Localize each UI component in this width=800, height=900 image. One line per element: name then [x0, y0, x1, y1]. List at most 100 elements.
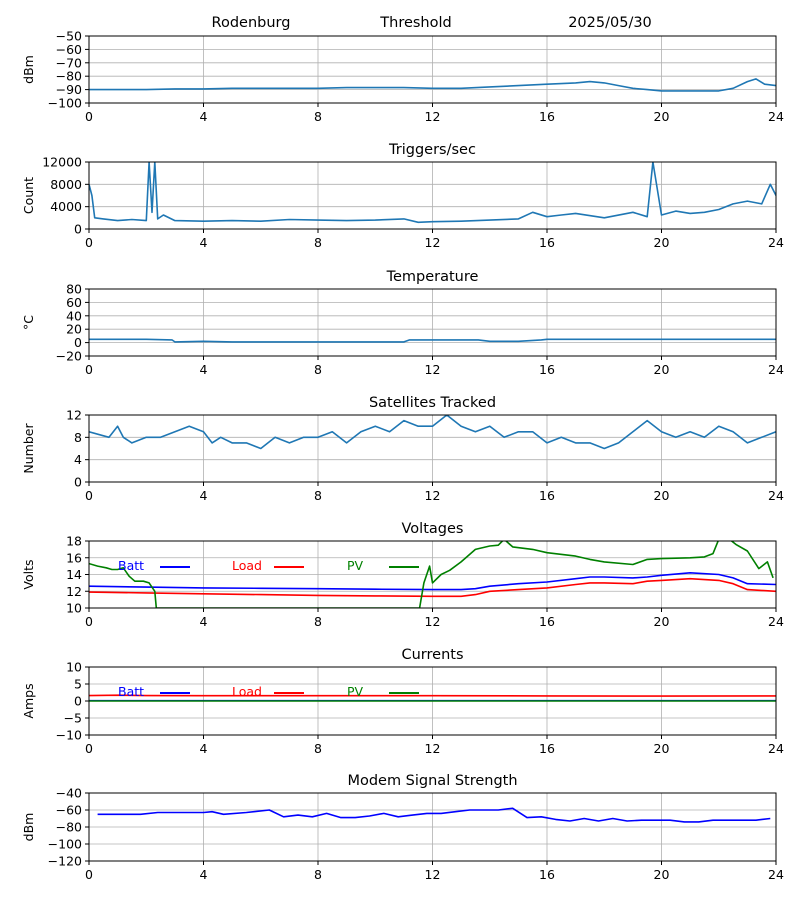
x-tick-label: 8 — [314, 362, 322, 377]
x-tick-label: 0 — [85, 488, 93, 503]
legend-label-pv: PV — [347, 684, 364, 699]
chart-panel-4: 0 4 8 12 16 20 24 0 4 8 12 Satellites Tracked Number — [21, 395, 784, 503]
x-tick-label: 0 — [85, 741, 93, 756]
chart-title: Voltages — [402, 521, 464, 537]
series-line — [89, 162, 776, 224]
x-tick-label: 20 — [654, 235, 670, 250]
y-tick-label: 40 — [66, 308, 82, 323]
series-line-batt — [89, 571, 776, 591]
y-tick-label: 80 — [66, 282, 82, 297]
y-tick-label: 12 — [66, 408, 82, 423]
x-tick-label: 20 — [654, 488, 670, 503]
series-line — [89, 415, 776, 450]
y-tick-label: −20 — [56, 349, 82, 364]
legend-label-load: Load — [232, 684, 262, 699]
x-tick-label: 20 — [654, 109, 670, 124]
chart-panel-2: 0 4 8 12 16 20 24 0 4000 8000 12000 Triggers/sec Cou… — [21, 142, 784, 250]
y-axis-label: Amps — [21, 683, 36, 718]
x-tick-label: 24 — [768, 867, 784, 882]
x-tick-label: 8 — [314, 867, 322, 882]
x-tick-label: 0 — [85, 109, 93, 124]
header-date-label: 2025/05/30 — [568, 15, 652, 31]
y-axis-label: Number — [21, 423, 36, 474]
x-tick-label: 0 — [85, 614, 93, 629]
legend-label-load: Load — [232, 558, 262, 573]
y-tick-label: 5 — [74, 677, 82, 692]
x-tick-label: 12 — [425, 362, 441, 377]
y-tick-label: 0 — [74, 335, 82, 350]
x-tick-label: 12 — [425, 614, 441, 629]
x-tick-label: 8 — [314, 235, 322, 250]
x-tick-label: 12 — [425, 109, 441, 124]
legend-label-batt: Batt — [118, 558, 144, 573]
y-tick-label: 4 — [74, 452, 82, 467]
y-axis-label: Count — [21, 177, 36, 214]
chart-title: Modem Signal Strength — [347, 773, 517, 789]
x-tick-label: 12 — [425, 741, 441, 756]
y-tick-label: 4000 — [50, 199, 82, 214]
y-axis-label: Volts — [21, 559, 36, 589]
y-tick-label: −100 — [48, 837, 82, 852]
y-tick-label: 0 — [74, 475, 82, 490]
series-line-pv — [89, 541, 774, 608]
series-line — [89, 78, 776, 92]
x-tick-label: 0 — [85, 867, 93, 882]
y-tick-label: 20 — [66, 322, 82, 337]
y-tick-label: −80 — [56, 69, 82, 84]
chart-title: Temperature — [386, 269, 479, 285]
chart-title: Satellites Tracked — [369, 395, 496, 411]
y-tick-label: 16 — [66, 550, 82, 565]
y-tick-label: −80 — [56, 820, 82, 835]
x-tick-label: 20 — [654, 362, 670, 377]
y-axis-label: dBm — [21, 813, 36, 842]
x-tick-label: 4 — [200, 741, 208, 756]
x-tick-label: 0 — [85, 235, 93, 250]
x-tick-label: 24 — [768, 488, 784, 503]
y-tick-label: 12 — [66, 584, 82, 599]
x-tick-label: 4 — [200, 362, 208, 377]
y-tick-label: −120 — [48, 854, 82, 869]
chart-panel-7: 0 4 8 12 16 20 24 −120 −100 −80 −60 −40 Modem Signal… — [21, 773, 784, 882]
x-tick-label: 20 — [654, 614, 670, 629]
x-tick-label: 20 — [654, 867, 670, 882]
y-tick-label: −50 — [56, 29, 82, 44]
series-line-load — [89, 577, 776, 598]
header-mode-label: Threshold — [379, 15, 451, 31]
x-tick-label: 12 — [425, 867, 441, 882]
x-tick-label: 12 — [425, 488, 441, 503]
y-axis-label: dBm — [21, 55, 36, 84]
x-tick-label: 4 — [200, 614, 208, 629]
y-tick-label: −60 — [56, 803, 82, 818]
x-tick-label: 4 — [200, 488, 208, 503]
y-tick-label: 10 — [66, 601, 82, 616]
x-tick-label: 16 — [539, 867, 555, 882]
y-axis-label: °C — [21, 315, 36, 330]
y-tick-label: −70 — [56, 55, 82, 70]
y-tick-label: −60 — [56, 42, 82, 57]
x-tick-label: 24 — [768, 362, 784, 377]
header-site-label: Rodenburg — [212, 15, 291, 31]
y-tick-label: 18 — [66, 534, 82, 549]
x-tick-label: 8 — [314, 488, 322, 503]
y-tick-label: 8000 — [50, 177, 82, 192]
x-tick-label: 16 — [539, 488, 555, 503]
x-tick-label: 16 — [539, 362, 555, 377]
y-tick-label: 0 — [74, 222, 82, 237]
x-tick-label: 16 — [539, 741, 555, 756]
y-tick-label: 14 — [66, 567, 82, 582]
x-tick-label: 16 — [539, 614, 555, 629]
y-tick-label: −100 — [48, 96, 82, 111]
y-tick-label: 12000 — [42, 155, 82, 170]
series-line-load — [89, 694, 776, 697]
x-tick-label: 24 — [768, 109, 784, 124]
y-tick-label: −10 — [56, 728, 82, 743]
chart-title: Currents — [401, 647, 463, 663]
x-tick-label: 24 — [768, 235, 784, 250]
x-tick-label: 16 — [539, 109, 555, 124]
x-tick-label: 20 — [654, 741, 670, 756]
